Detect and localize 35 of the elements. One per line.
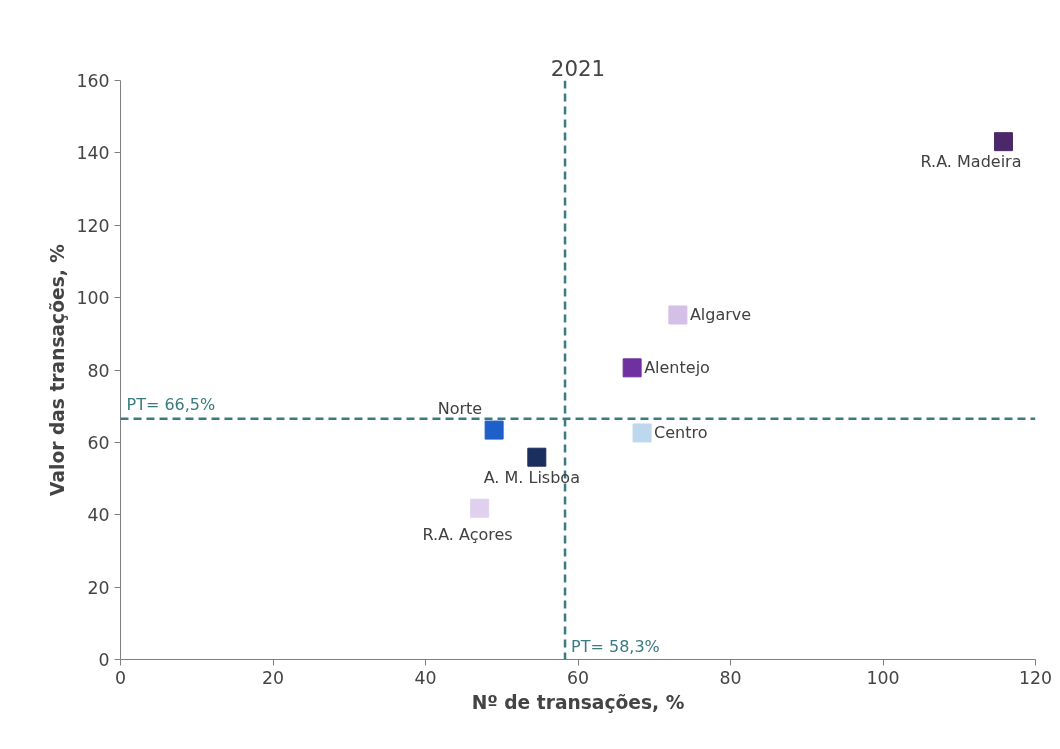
- series-label: Algarve: [689, 305, 752, 325]
- point: [527, 447, 547, 467]
- point: [668, 305, 688, 325]
- series-label: R.A. Madeira: [920, 152, 1022, 172]
- y-tick-label: 40: [87, 505, 110, 526]
- y-tick-label: 0: [98, 650, 110, 670]
- y-tick-label: 160: [76, 71, 110, 91]
- y-axis-title: Valor das transações, %: [47, 243, 69, 497]
- x-tick-label: 60: [566, 667, 590, 688]
- y-tick-label: 20: [87, 577, 110, 598]
- x-axis-title: Nº de transações, %: [471, 691, 685, 713]
- point: [632, 423, 652, 443]
- series-label: Norte: [437, 398, 483, 418]
- chart-title: 2021: [550, 55, 606, 81]
- x-tick-label: 20: [261, 667, 285, 688]
- ref-line-label: PT= 66,5%: [126, 394, 216, 414]
- x-tick-label: 80: [719, 667, 742, 688]
- x-tick-label: 100: [866, 667, 900, 688]
- x-tick-label: 40: [414, 667, 437, 688]
- point: [470, 498, 490, 518]
- series-label: A. M. Lisboa: [483, 467, 580, 487]
- y-tick-label: 80: [87, 360, 110, 381]
- x-tick-label: 0: [114, 667, 127, 688]
- y-tick-label: 100: [76, 288, 110, 309]
- x-tick-label: 120: [1018, 667, 1053, 688]
- point: [622, 358, 642, 378]
- series-label: Alentejo: [644, 358, 710, 378]
- series-label: R.A. Açores: [422, 524, 513, 544]
- ref-line-label: PT= 58,3%: [571, 636, 660, 656]
- y-tick-label: 140: [76, 143, 110, 164]
- y-tick-label: 60: [87, 432, 110, 453]
- y-tick-label: 120: [76, 215, 110, 236]
- point: [484, 420, 504, 440]
- point: [993, 132, 1013, 152]
- series-label: Centro: [654, 423, 708, 443]
